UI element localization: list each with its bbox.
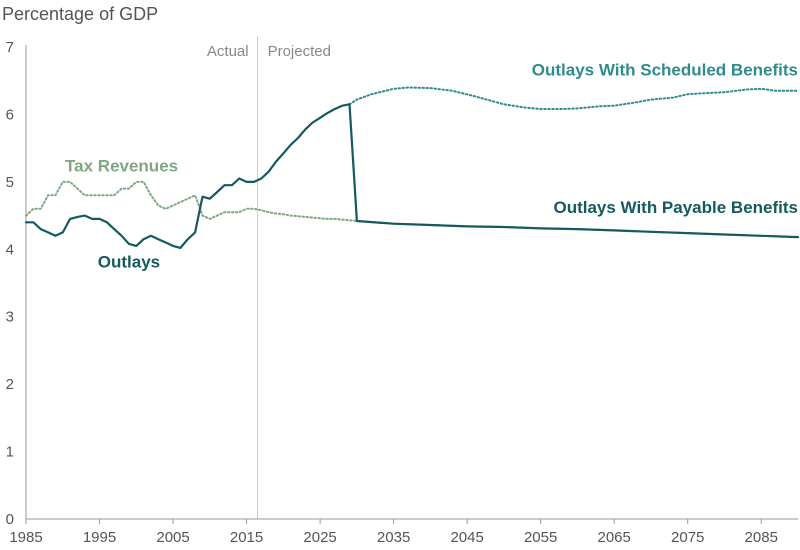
x-tick-label: 2025: [303, 529, 336, 546]
y-tick-label: 3: [6, 309, 14, 326]
actual-label: Actual: [207, 43, 249, 60]
x-tick-label: 2085: [745, 529, 778, 546]
y-tick-label: 4: [6, 241, 14, 258]
y-tick-label: 6: [6, 106, 14, 123]
projected-label: Projected: [268, 43, 331, 60]
y-tick-label: 0: [6, 511, 14, 528]
x-tick-label: 1985: [9, 529, 42, 546]
x-tick-label: 2015: [230, 529, 263, 546]
series-label-outlays: Outlays: [98, 252, 160, 271]
x-tick-label: 1995: [83, 529, 116, 546]
y-tick-label: 1: [6, 444, 14, 461]
series-line-tax-revenues: [25, 180, 799, 239]
series-label-tax-revenues: Tax Revenues: [65, 157, 178, 176]
series-group: [24, 86, 800, 249]
series-line-outlays-with-payable-benefits: [252, 103, 800, 239]
y-tick-label: 5: [6, 174, 14, 191]
series-line-outlays: [24, 177, 255, 249]
x-tick-label: 2035: [377, 529, 410, 546]
actual-projected-divider-group: Actual Projected: [207, 36, 331, 519]
y-axis-title: Percentage of GDP: [2, 4, 158, 24]
series-label-outlays-with-scheduled-benefits: Outlays With Scheduled Benefits: [532, 60, 798, 79]
y-tick-label: 2: [6, 376, 14, 393]
axes-group: 0 1 2 3 4 5 6 7 1985 1995 2005 2015 2025 2035 2045 2055…: [6, 39, 798, 546]
x-tick-label: 2075: [671, 529, 704, 546]
series-labels-group: Tax Revenues Outlays Outlays With Schedule…: [65, 60, 798, 271]
y-tick-label: 7: [6, 39, 14, 56]
x-tick-label: 2055: [524, 529, 557, 546]
x-tick-label: 2005: [156, 529, 189, 546]
x-tick-label: 2065: [598, 529, 631, 546]
x-tick-label: 2045: [450, 529, 483, 546]
series-label-outlays-with-payable-benefits: Outlays With Payable Benefits: [553, 198, 798, 217]
series-line-outlays-with-scheduled-benefits: [348, 86, 799, 110]
